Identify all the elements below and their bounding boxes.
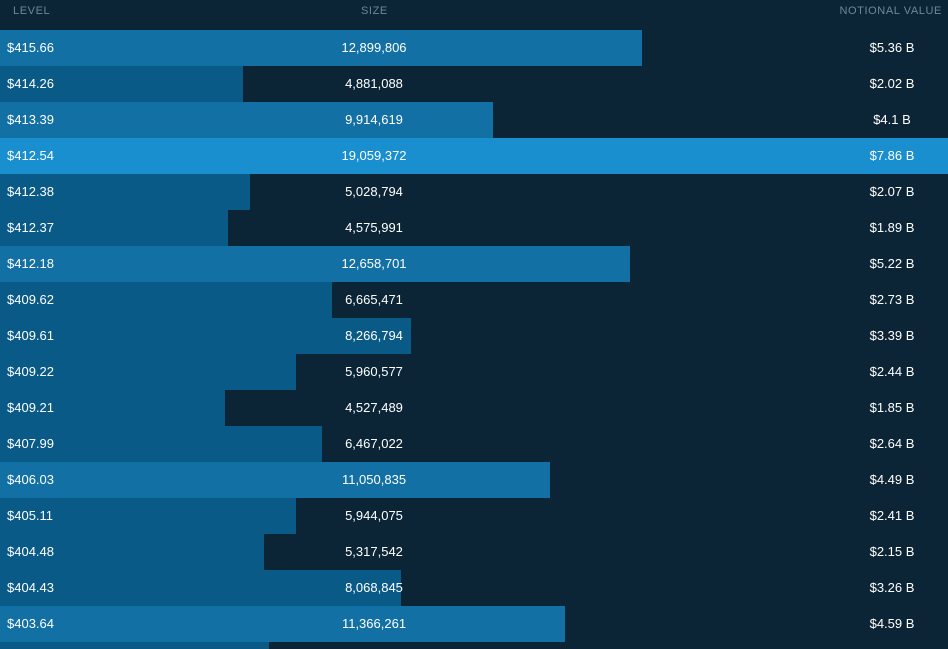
size-bar bbox=[0, 102, 493, 138]
level-cell: $409.62 bbox=[7, 292, 54, 307]
level-cell: $412.37 bbox=[7, 220, 54, 235]
level-cell: $415.66 bbox=[7, 40, 54, 55]
notional-value-cell: $3.39 B bbox=[869, 328, 915, 343]
size-bar bbox=[0, 534, 264, 570]
size-cell: 5,944,075 bbox=[345, 508, 403, 523]
size-bar bbox=[0, 606, 565, 642]
notional-value-cell: $4.1 B bbox=[873, 112, 911, 127]
table-row[interactable]: $409.62 6,665,471 $2.73 B bbox=[0, 282, 948, 318]
size-cell: 6,665,471 bbox=[345, 292, 403, 307]
size-bar bbox=[0, 138, 948, 174]
table-row[interactable]: $407.99 6,467,022 $2.64 B bbox=[0, 426, 948, 462]
size-cell: 19,059,372 bbox=[341, 148, 407, 163]
table-row[interactable]: $406.03 11,050,835 $4.49 B bbox=[0, 462, 948, 498]
size-cell: 4,527,489 bbox=[345, 400, 403, 415]
size-cell: 11,050,835 bbox=[341, 472, 407, 487]
size-cell: 4,881,088 bbox=[345, 76, 403, 91]
level-cell: $404.43 bbox=[7, 580, 54, 595]
column-header-size[interactable]: SIZE bbox=[361, 5, 388, 17]
size-cell: 6,467,022 bbox=[345, 436, 403, 451]
level-cell: $404.48 bbox=[7, 544, 54, 559]
level-cell: $409.21 bbox=[7, 400, 54, 415]
notional-value-cell: $7.86 B bbox=[869, 148, 915, 163]
notional-value-cell: $5.36 B bbox=[869, 40, 915, 55]
column-header-notional-value[interactable]: NOTIONAL VALUE bbox=[839, 5, 942, 17]
table-row[interactable]: $412.18 12,658,701 $5.22 B bbox=[0, 246, 948, 282]
size-cell: 5,028,794 bbox=[345, 184, 403, 199]
notional-value-cell: $1.89 B bbox=[869, 220, 915, 235]
notional-value-cell: $2.15 B bbox=[869, 544, 915, 559]
size-bar bbox=[0, 390, 225, 426]
notional-value-cell: $2.07 B bbox=[869, 184, 915, 199]
level-cell: $412.38 bbox=[7, 184, 54, 199]
size-bar bbox=[0, 66, 243, 102]
size-cell: 9,914,619 bbox=[345, 112, 403, 127]
size-bar bbox=[0, 246, 630, 282]
table-row[interactable]: $404.48 5,317,542 $2.15 B bbox=[0, 534, 948, 570]
size-bar bbox=[0, 642, 269, 649]
table-row[interactable]: $409.21 4,527,489 $1.85 B bbox=[0, 390, 948, 426]
level-cell: $409.61 bbox=[7, 328, 54, 343]
column-header-level[interactable]: LEVEL bbox=[13, 5, 51, 17]
size-cell: 12,899,806 bbox=[341, 40, 407, 55]
notional-value-cell: $2.73 B bbox=[869, 292, 915, 307]
level-cell: $413.39 bbox=[7, 112, 54, 127]
size-bar bbox=[0, 318, 411, 354]
size-bar bbox=[0, 210, 228, 246]
notional-value-cell: $3.26 B bbox=[869, 580, 915, 595]
table-row[interactable]: $414.26 4,881,088 $2.02 B bbox=[0, 66, 948, 102]
notional-value-cell: $4.49 B bbox=[869, 472, 915, 487]
size-bar bbox=[0, 354, 296, 390]
level-cell: $412.18 bbox=[7, 256, 54, 271]
size-cell: 5,960,577 bbox=[345, 364, 403, 379]
notional-value-cell: $5.22 B bbox=[869, 256, 915, 271]
size-cell: 4,575,991 bbox=[345, 220, 403, 235]
notional-value-cell: $2.41 B bbox=[869, 508, 915, 523]
size-bar bbox=[0, 426, 322, 462]
level-cell: $412.54 bbox=[7, 148, 54, 163]
table-row[interactable]: $413.39 9,914,619 $4.1 B bbox=[0, 102, 948, 138]
size-cell: 8,068,845 bbox=[345, 580, 403, 595]
table-body: $415.66 12,899,806 $5.36 B $414.26 4,881,088… bbox=[0, 30, 948, 649]
size-bar bbox=[0, 462, 550, 498]
level-cell: $414.26 bbox=[7, 76, 54, 91]
size-cell: 11,366,261 bbox=[341, 616, 407, 631]
size-cell: 5,317,542 bbox=[345, 544, 403, 559]
table-header: LEVEL SIZE NOTIONAL VALUE bbox=[0, 0, 948, 24]
level-cell: $409.22 bbox=[7, 364, 54, 379]
size-bar bbox=[0, 30, 642, 66]
table-row[interactable]: $404.43 8,068,845 $3.26 B bbox=[0, 570, 948, 606]
size-cell: 8,266,794 bbox=[345, 328, 403, 343]
size-bar bbox=[0, 570, 401, 606]
table-row[interactable]: $412.37 4,575,991 $1.89 B bbox=[0, 210, 948, 246]
notional-value-cell: $2.44 B bbox=[869, 364, 915, 379]
notional-value-cell: $2.64 B bbox=[869, 436, 915, 451]
table-row[interactable] bbox=[0, 642, 948, 649]
table-row[interactable]: $412.38 5,028,794 $2.07 B bbox=[0, 174, 948, 210]
table-row[interactable]: $409.22 5,960,577 $2.44 B bbox=[0, 354, 948, 390]
table-row[interactable]: $415.66 12,899,806 $5.36 B bbox=[0, 30, 948, 66]
level-cell: $407.99 bbox=[7, 436, 54, 451]
notional-value-cell: $4.59 B bbox=[869, 616, 915, 631]
notional-value-cell: $2.02 B bbox=[869, 76, 915, 91]
size-bar bbox=[0, 498, 296, 534]
notional-value-cell: $1.85 B bbox=[869, 400, 915, 415]
table-row[interactable]: $412.54 19,059,372 $7.86 B bbox=[0, 138, 948, 174]
size-cell: 12,658,701 bbox=[341, 256, 407, 271]
level-cell: $406.03 bbox=[7, 472, 54, 487]
size-bar bbox=[0, 282, 332, 318]
table-row[interactable]: $403.64 11,366,261 $4.59 B bbox=[0, 606, 948, 642]
table-row[interactable]: $405.11 5,944,075 $2.41 B bbox=[0, 498, 948, 534]
level-cell: $405.11 bbox=[7, 508, 54, 523]
table-row[interactable]: $409.61 8,266,794 $3.39 B bbox=[0, 318, 948, 354]
level-cell: $403.64 bbox=[7, 616, 54, 631]
size-bar bbox=[0, 174, 250, 210]
